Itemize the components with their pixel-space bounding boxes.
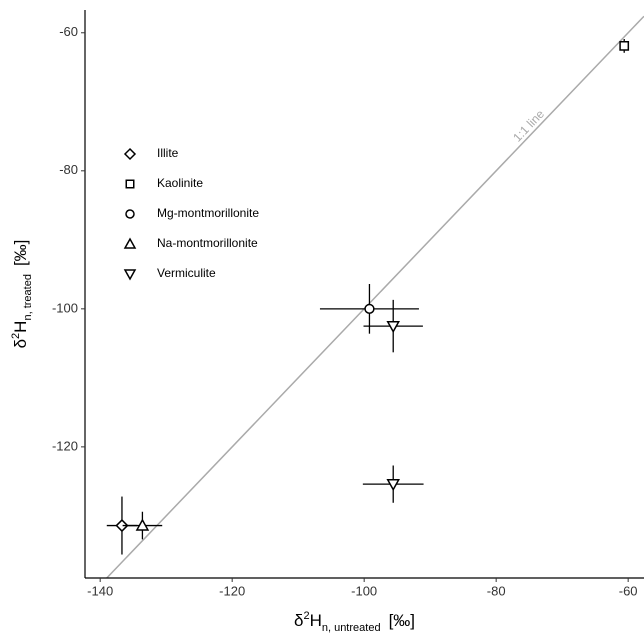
x-axis-label-symbol: δ xyxy=(294,611,303,630)
x-tick-label: -100 xyxy=(351,583,377,598)
x-tick-label: -120 xyxy=(219,583,245,598)
point xyxy=(386,478,400,492)
marker xyxy=(123,237,137,249)
legend-label: Vermiculite xyxy=(157,266,216,280)
marker xyxy=(125,179,135,189)
x-tick-label: -80 xyxy=(487,583,506,598)
y-axis-label-unit: [‰] xyxy=(11,240,30,266)
point xyxy=(135,518,150,531)
marker xyxy=(125,209,135,219)
point xyxy=(386,320,400,334)
x-axis-label: δ2Hn, untreated [‰] xyxy=(294,610,415,633)
point xyxy=(115,518,129,533)
x-tick-label: -140 xyxy=(87,583,113,598)
legend-label: Mg-montmorillonite xyxy=(157,206,259,220)
y-axis-label-main: H xyxy=(11,321,30,333)
x-tick-label: -60 xyxy=(619,583,638,598)
point xyxy=(619,41,630,51)
y-tick-label: -80 xyxy=(59,162,78,177)
point xyxy=(364,303,375,314)
y-axis-label: δ2Hn, treated [‰] xyxy=(10,240,34,349)
y-tick-label: -100 xyxy=(52,300,78,315)
y-axis-label-sup: 2 xyxy=(10,333,22,339)
y-axis-label-sub: n, treated xyxy=(22,274,34,320)
x-axis-label-sup: 2 xyxy=(303,610,309,622)
y-tick-label: -120 xyxy=(52,438,78,453)
y-axis-label-symbol: δ xyxy=(11,339,30,348)
x-axis-label-sub: n, untreated xyxy=(322,622,381,633)
legend-label: Na-montmorillonite xyxy=(157,236,258,250)
reference-label: 1:1 line xyxy=(510,107,547,145)
marker xyxy=(123,269,137,281)
marker xyxy=(123,147,137,161)
legend-label: Kaolinite xyxy=(157,176,203,190)
x-axis-label-main: H xyxy=(310,611,322,630)
y-tick-label: -60 xyxy=(59,24,78,39)
legend-label: Illite xyxy=(157,146,179,160)
x-axis-label-unit: [‰] xyxy=(389,611,415,630)
